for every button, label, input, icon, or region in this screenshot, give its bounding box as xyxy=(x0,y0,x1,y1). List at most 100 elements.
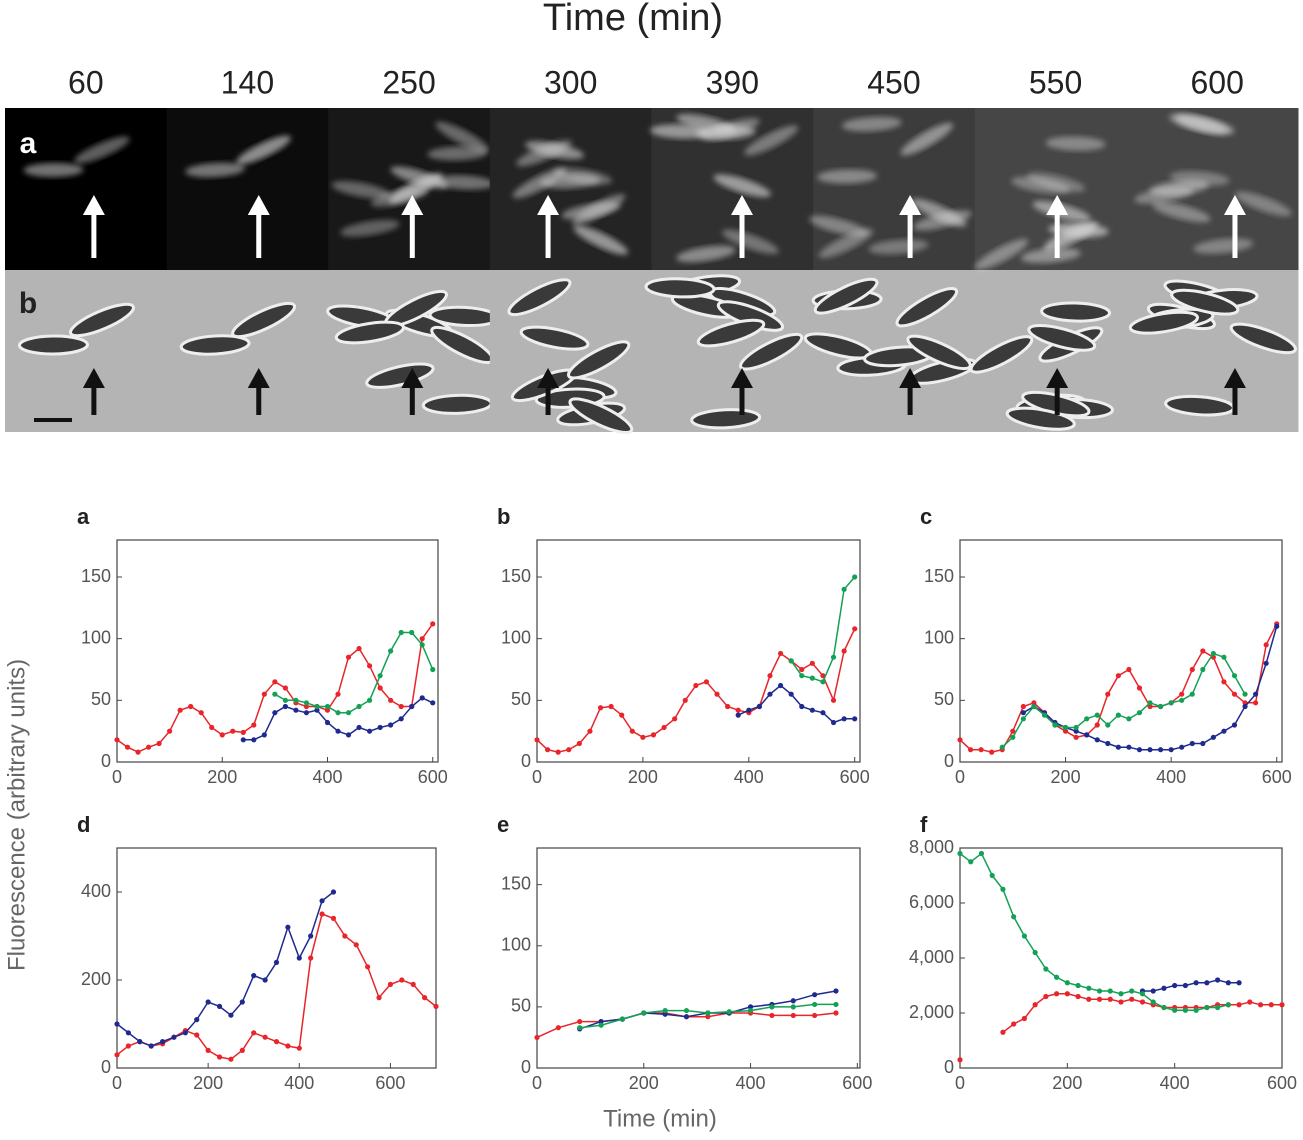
x-tick-label: 400 xyxy=(1160,1073,1190,1093)
data-point xyxy=(1215,1004,1221,1011)
data-point xyxy=(314,703,320,710)
data-point xyxy=(1021,933,1027,939)
time-label: 300 xyxy=(544,64,597,100)
data-point xyxy=(308,933,314,939)
data-point xyxy=(735,712,741,718)
data-point xyxy=(1118,991,1124,997)
data-point xyxy=(272,691,278,697)
data-point xyxy=(159,1039,166,1045)
data-point xyxy=(419,642,425,648)
data-point xyxy=(833,1010,839,1016)
arrow-head xyxy=(731,195,754,215)
data-point xyxy=(852,574,858,580)
data-point xyxy=(1253,700,1259,706)
data-point xyxy=(714,691,720,697)
cell-glow xyxy=(23,162,84,178)
data-point xyxy=(422,995,428,1001)
cell-glow xyxy=(649,124,710,139)
cell-glow xyxy=(370,187,430,207)
data-point xyxy=(1136,685,1143,691)
data-point xyxy=(399,977,405,983)
data-point xyxy=(1000,1029,1006,1035)
arrow-head xyxy=(82,368,105,388)
x-tick-label: 0 xyxy=(112,1073,122,1093)
data-point xyxy=(1257,1002,1264,1008)
x-tick-label: 600 xyxy=(1262,767,1292,787)
data-point xyxy=(544,747,551,753)
data-point xyxy=(1193,980,1199,986)
cell xyxy=(813,277,879,315)
data-point xyxy=(1147,703,1153,710)
data-point xyxy=(1210,650,1216,657)
plot-frame xyxy=(959,539,1283,763)
data-point xyxy=(1242,703,1248,710)
data-point xyxy=(767,691,773,697)
data-point xyxy=(790,998,796,1004)
cell-glow xyxy=(744,125,799,156)
cell-glow xyxy=(525,141,585,160)
data-point xyxy=(577,1018,583,1025)
data-point xyxy=(812,1001,818,1008)
data-point xyxy=(171,1034,177,1040)
data-point xyxy=(1075,993,1081,1000)
x-tick-label: 600 xyxy=(418,767,448,787)
row-label: a xyxy=(20,127,37,160)
data-point xyxy=(1189,666,1195,673)
data-point xyxy=(1126,744,1132,750)
arrow-head xyxy=(1046,195,1069,215)
data-point xyxy=(1086,996,1092,1002)
data-point xyxy=(124,744,131,750)
data-point xyxy=(682,697,688,703)
data-point xyxy=(1161,985,1167,991)
y-tick-label: 50 xyxy=(91,689,111,709)
data-point xyxy=(1139,999,1146,1005)
data-point xyxy=(308,955,314,961)
data-point xyxy=(967,747,974,753)
data-point xyxy=(683,1014,690,1020)
data-point xyxy=(672,716,678,722)
cell-glow xyxy=(818,228,874,258)
data-point xyxy=(661,724,667,731)
cell xyxy=(1040,301,1112,323)
plot-frame xyxy=(536,847,861,1069)
y-tick-label: 50 xyxy=(511,996,531,1016)
data-point xyxy=(1236,980,1242,986)
data-point xyxy=(978,850,985,857)
data-point xyxy=(262,1034,268,1040)
data-point xyxy=(251,722,257,728)
data-point xyxy=(703,679,710,685)
data-point xyxy=(799,673,805,679)
panel-label: f xyxy=(920,812,928,837)
data-point xyxy=(335,691,341,697)
x-tick-label: 200 xyxy=(1052,1073,1082,1093)
data-point xyxy=(1193,1007,1199,1013)
data-point xyxy=(830,654,837,660)
data-point xyxy=(1094,737,1100,743)
data-point xyxy=(1231,691,1238,697)
y-tick-label: 8,000 xyxy=(909,837,954,857)
data-point xyxy=(989,872,995,879)
data-point xyxy=(812,1012,818,1019)
cell xyxy=(906,334,972,371)
data-point xyxy=(1231,722,1238,728)
data-point xyxy=(1115,673,1121,679)
cell-glow xyxy=(974,238,1029,270)
data-point xyxy=(114,1052,120,1058)
data-point xyxy=(216,1003,223,1010)
data-point xyxy=(576,740,582,747)
data-point xyxy=(1263,642,1269,648)
y-tick-label: 150 xyxy=(501,566,531,586)
cell xyxy=(507,278,572,317)
data-point xyxy=(228,1056,234,1062)
data-point xyxy=(1263,660,1269,666)
data-point xyxy=(769,1004,775,1010)
data-point xyxy=(641,1010,647,1016)
x-tick-label: 0 xyxy=(955,767,965,787)
data-point xyxy=(1168,747,1174,753)
data-point xyxy=(228,1012,234,1018)
data-point xyxy=(1075,982,1081,989)
x-tick-label: 200 xyxy=(628,767,658,787)
x-tick-label: 600 xyxy=(842,1073,872,1093)
data-point xyxy=(282,697,288,703)
data-point xyxy=(1021,1015,1027,1022)
